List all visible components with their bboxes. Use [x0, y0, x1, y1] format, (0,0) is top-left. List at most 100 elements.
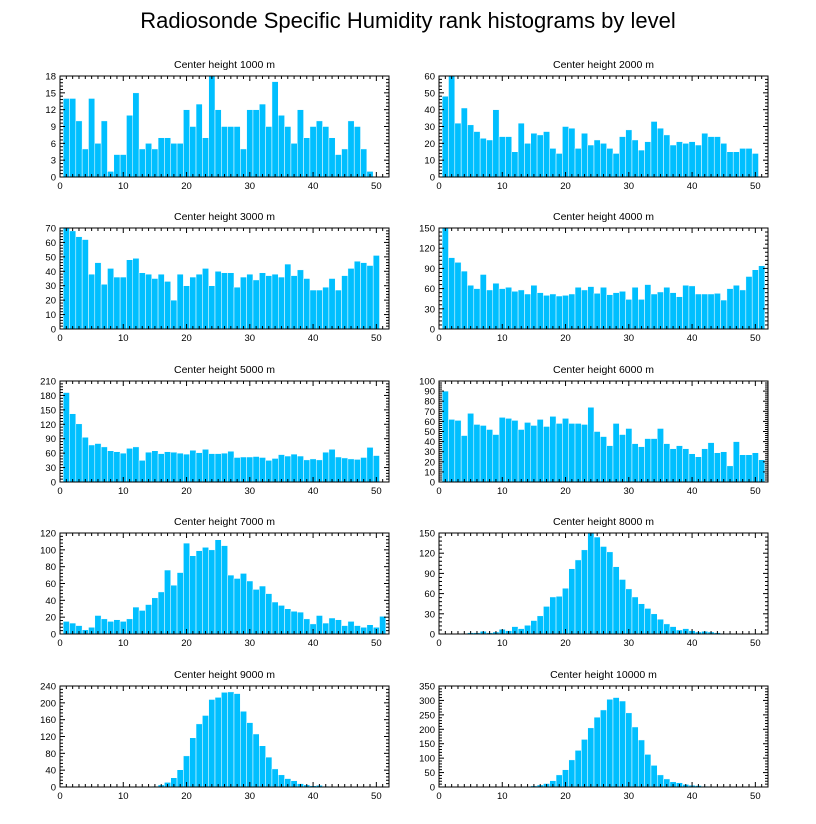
y-tick-label: 150 [419, 224, 435, 235]
histogram-bar [650, 613, 658, 635]
y-tick-label: 120 [40, 529, 56, 540]
x-tick-label: 30 [245, 333, 256, 344]
x-tick-label: 0 [436, 486, 441, 497]
histogram-bar [669, 144, 677, 178]
histogram-bar [233, 693, 241, 788]
y-tick-label: 3 [51, 156, 56, 167]
histogram-bar [322, 451, 330, 483]
histogram-bar [69, 413, 77, 483]
y-tick-label: 180 [40, 391, 56, 402]
histogram-bar [259, 745, 266, 788]
panel-title: Center height 2000 m [553, 59, 654, 71]
x-tick-label: 40 [687, 181, 698, 192]
histogram-bar [195, 273, 203, 330]
histogram-bar [467, 124, 475, 178]
y-tick-label: 160 [40, 715, 56, 726]
histogram-bar [328, 278, 336, 330]
y-tick-label: 10 [424, 156, 435, 167]
histogram-bar [297, 611, 304, 635]
histogram-bar [612, 423, 620, 483]
histogram-bar [297, 109, 304, 178]
histogram-bar [479, 425, 487, 483]
histogram-bar [739, 454, 747, 483]
histogram-bar [94, 262, 102, 330]
histogram-bar [555, 153, 563, 178]
histogram-bar [600, 287, 607, 330]
histogram-bar [69, 230, 77, 330]
x-tick-label: 30 [624, 791, 635, 802]
histogram-bar [536, 292, 544, 330]
histogram-bar [638, 446, 645, 483]
histogram-bar [138, 148, 146, 178]
y-tick-label: 120 [40, 732, 56, 743]
histogram-bar [619, 434, 626, 483]
histogram-bar [694, 456, 702, 483]
histogram-bar [619, 579, 626, 635]
histogram-bar [688, 285, 696, 330]
y-tick-label: 80 [424, 397, 435, 408]
y-tick-label: 90 [45, 434, 56, 445]
histogram-bar [492, 434, 500, 483]
y-tick-label: 350 [419, 682, 435, 693]
histogram-bar [498, 288, 506, 330]
histogram-bar [290, 143, 298, 178]
x-tick-label: 20 [181, 181, 192, 192]
histogram-bar [183, 285, 190, 330]
x-tick-label: 0 [436, 333, 441, 344]
histogram-bar [132, 606, 140, 635]
histogram-bar [303, 278, 311, 330]
histogram-bar [151, 148, 159, 178]
histogram-bar [600, 546, 607, 635]
y-tick-label: 30 [424, 609, 435, 620]
histogram-bar [164, 137, 171, 178]
histogram-bar [252, 456, 260, 483]
histogram-panel: Center height 4000 m 0 10 20 30 40 50 0 30 60 90 12… [419, 211, 769, 344]
histogram-bar [644, 141, 652, 178]
x-tick-label: 20 [181, 333, 192, 344]
y-tick-label: 60 [45, 238, 56, 249]
histogram-bar [511, 151, 519, 178]
histogram-bar [353, 459, 361, 483]
histogram-bar [265, 275, 273, 330]
histogram-bar [479, 138, 487, 178]
histogram-bar [600, 436, 607, 483]
histogram-bar [113, 451, 121, 483]
histogram-bar [246, 109, 254, 178]
histogram-bar [328, 137, 336, 178]
y-tick-label: 80 [45, 749, 56, 760]
histogram-bar [536, 419, 544, 483]
histogram-bar [290, 453, 298, 483]
x-tick-label: 40 [308, 486, 319, 497]
histogram-bar [619, 136, 626, 178]
histogram-bar [726, 151, 734, 178]
histogram-bar [221, 452, 228, 483]
histogram-bar [657, 291, 664, 330]
histogram-bar [568, 568, 576, 635]
histogram-bar [644, 284, 652, 330]
histogram-bar [732, 441, 740, 483]
histogram-bar [360, 148, 368, 178]
histogram-bar [701, 293, 709, 330]
y-tick-label: 30 [424, 122, 435, 133]
x-tick-label: 50 [750, 333, 761, 344]
x-tick-label: 50 [750, 791, 761, 802]
histogram-bar [88, 273, 96, 330]
histogram-bar [164, 451, 171, 483]
y-tick-label: 90 [424, 387, 435, 398]
histogram-bar [240, 148, 247, 178]
histogram-bar [644, 438, 652, 483]
histogram-bar [246, 580, 254, 635]
histogram-bar [145, 604, 152, 635]
x-tick-label: 20 [560, 486, 571, 497]
y-tick-label: 20 [45, 613, 56, 624]
histogram-bar [132, 92, 140, 178]
histogram-bar [593, 716, 601, 788]
histogram-bar [492, 109, 500, 178]
y-tick-label: 60 [424, 417, 435, 428]
histogram-bar [290, 275, 298, 330]
histogram-bar [543, 426, 550, 483]
y-tick-label: 10 [45, 310, 56, 321]
histogram-bar [278, 276, 285, 330]
y-tick-label: 30 [45, 281, 56, 292]
histogram-bar [202, 137, 209, 178]
